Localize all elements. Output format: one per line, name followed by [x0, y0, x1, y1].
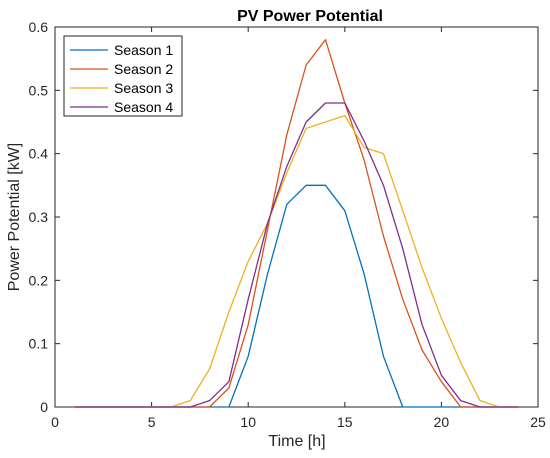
x-tick-label: 0: [51, 414, 59, 430]
y-axis-ticks: 0 0.1 0.2 0.3 0.4 0.5 0.6: [29, 19, 538, 415]
y-axis-label: Power Potential [kW]: [6, 143, 23, 292]
y-tick-label: 0.4: [29, 146, 49, 162]
y-tick-label: 0.2: [29, 272, 49, 288]
legend-box: [63, 35, 183, 117]
x-tick-label: 25: [530, 414, 546, 430]
legend-label-2: Season 2: [114, 61, 173, 77]
x-tick-label: 20: [434, 414, 450, 430]
x-tick-label: 15: [337, 414, 353, 430]
series-line-4: [74, 102, 519, 408]
x-axis-ticks: 0 5 10 15 20 25: [51, 27, 546, 430]
x-axis-label: Time [h]: [268, 433, 325, 450]
y-tick-label: 0.3: [29, 209, 49, 225]
y-tick-label: 0.6: [29, 19, 49, 35]
y-tick-label: 0.1: [29, 336, 49, 352]
legend-label-4: Season 4: [114, 99, 173, 115]
legend: Season 1 Season 2 Season 3 Season 4: [63, 35, 183, 117]
legend-label-1: Season 1: [114, 42, 173, 58]
y-tick-label: 0: [40, 399, 48, 415]
x-tick-label: 5: [148, 414, 156, 430]
y-tick-label: 0.5: [29, 82, 49, 98]
x-tick-label: 10: [240, 414, 256, 430]
series-lines: [74, 39, 519, 408]
chart-title: PV Power Potential: [237, 8, 383, 25]
legend-label-3: Season 3: [114, 80, 173, 96]
